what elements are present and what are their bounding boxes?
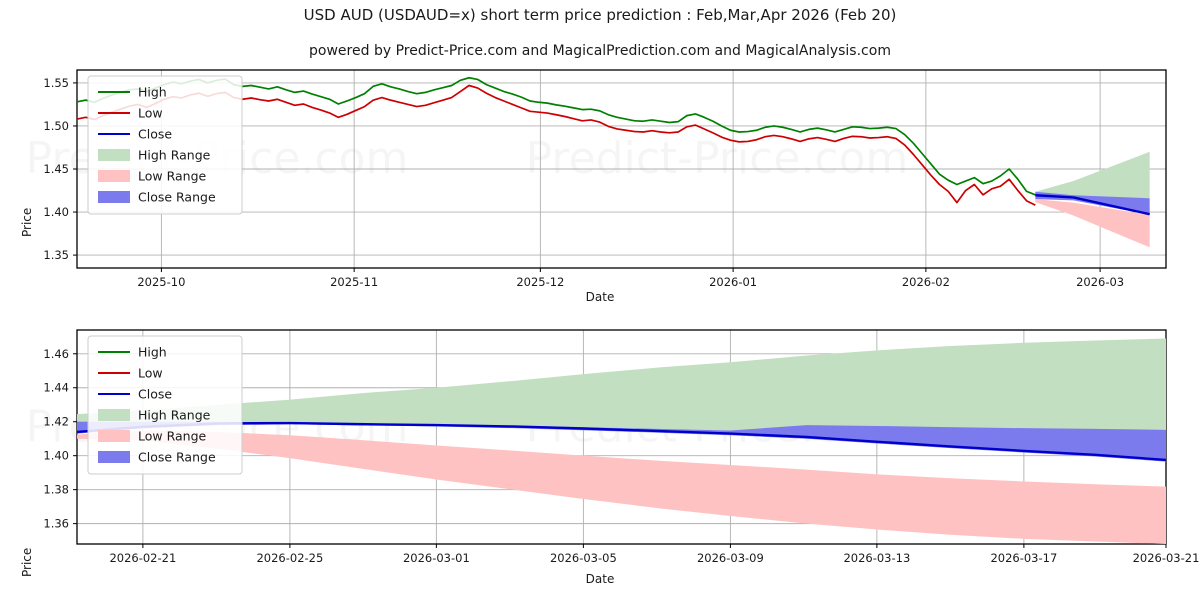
x-tick-label: 2026-03-01: [403, 551, 470, 565]
x-tick-label: 2025-11: [330, 275, 378, 289]
legend-label: Low Range: [138, 429, 207, 444]
legend-label: Low: [138, 366, 163, 381]
low-range-band: [77, 430, 1166, 544]
y-tick-label: 1.35: [43, 248, 69, 262]
legend-label: Close: [138, 127, 172, 142]
y-tick-label: 1.50: [43, 119, 69, 133]
legend-label: Low: [138, 106, 163, 121]
y-tick-label: 1.40: [43, 205, 69, 219]
x-tick-label: 2026-02-21: [109, 551, 176, 565]
series-line-close: [1035, 194, 1150, 216]
watermark: Predict-Price.com: [526, 133, 909, 184]
legend-label: Close Range: [138, 190, 216, 205]
overview-x-axis-label: Date: [585, 290, 615, 304]
legend-label: High Range: [138, 148, 211, 163]
legend-swatch-low-range: [98, 430, 130, 442]
x-tick-label: 2026-03-21: [1133, 551, 1200, 565]
y-tick-label: 1.55: [43, 76, 69, 90]
close-range-band: [77, 421, 1166, 462]
y-tick-label: 1.46: [43, 347, 69, 361]
x-tick-label: 2026-03: [1076, 275, 1124, 289]
x-tick-label: 2026-03-17: [990, 551, 1057, 565]
legend-swatch-high-range: [98, 149, 130, 161]
y-tick-label: 1.38: [43, 483, 69, 497]
plot-border: [76, 69, 1167, 269]
legend-swatch-low-range: [98, 170, 130, 182]
legend-label: Close: [138, 387, 172, 402]
forecast-detail-chart: Predict-Price.comPredict-Price.com1.361.…: [0, 322, 1200, 600]
overview-chart-svg: Predict-Price.comPredict-Price.com1.351.…: [43, 69, 1167, 289]
x-tick-label: 2026-03-13: [843, 551, 910, 565]
y-tick-label: 1.42: [43, 415, 69, 429]
x-tick-label: 2025-10: [137, 275, 185, 289]
y-tick-label: 1.40: [43, 449, 69, 463]
series-line-close: [76, 421, 1167, 462]
low-range-band: [1035, 199, 1150, 248]
y-tick-label: 1.36: [43, 517, 69, 531]
x-tick-label: 2025-12: [516, 275, 564, 289]
legend-swatch-close-range: [98, 451, 130, 463]
y-tick-label: 1.44: [43, 381, 69, 395]
page-subtitle: powered by Predict-Price.com and Magical…: [309, 43, 891, 59]
high-range-band: [77, 338, 1166, 444]
detail-x-axis-label: Date: [585, 572, 615, 586]
legend-label: Close Range: [138, 450, 216, 465]
legend-label: High Range: [138, 408, 211, 423]
forecast-detail-chart-svg: Predict-Price.comPredict-Price.com1.361.…: [43, 329, 1200, 565]
x-tick-label: 2026-03-05: [550, 551, 617, 565]
legend-label: High: [138, 85, 167, 100]
legend-swatch-high-range: [98, 409, 130, 421]
high-range-band: [1035, 151, 1150, 199]
legend-label: Low Range: [138, 169, 207, 184]
page-title: USD AUD (USDAUD=x) short term price pred…: [303, 6, 897, 24]
legend-swatch-close-range: [98, 191, 130, 203]
x-tick-label: 2026-03-09: [697, 551, 764, 565]
y-tick-label: 1.45: [43, 162, 69, 176]
overview-y-axis-label: Price: [20, 207, 34, 237]
overview-chart: Predict-Price.comPredict-Price.com1.351.…: [0, 62, 1200, 312]
x-tick-label: 2026-02: [902, 275, 950, 289]
x-tick-label: 2026-01: [709, 275, 757, 289]
legend-label: High: [138, 345, 167, 360]
x-tick-label: 2026-02-25: [256, 551, 323, 565]
